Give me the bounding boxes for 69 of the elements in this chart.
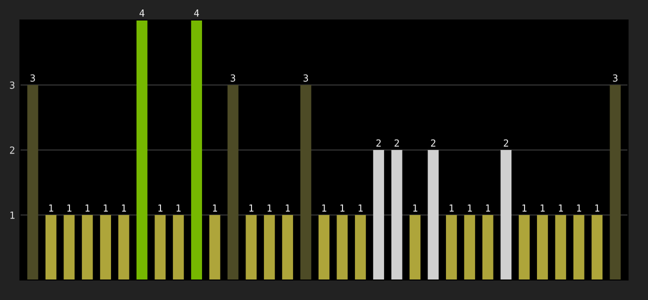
data-label: 1 bbox=[540, 204, 545, 212]
data-label: 1 bbox=[322, 204, 326, 212]
bar bbox=[27, 85, 38, 280]
data-label: 1 bbox=[413, 204, 418, 212]
data-label: 2 bbox=[394, 139, 399, 147]
y-tick-label: 1 bbox=[10, 212, 14, 219]
bar bbox=[246, 215, 257, 280]
data-label: 1 bbox=[468, 204, 472, 212]
data-label: 1 bbox=[577, 204, 582, 212]
data-label: 1 bbox=[595, 204, 600, 212]
y-tick-label: 2 bbox=[10, 146, 14, 154]
data-label: 1 bbox=[558, 204, 563, 212]
data-label: 1 bbox=[49, 204, 54, 212]
data-label: 1 bbox=[176, 204, 181, 212]
bar bbox=[318, 215, 330, 280]
data-label: 1 bbox=[268, 204, 272, 212]
bar bbox=[536, 215, 548, 280]
bar bbox=[482, 215, 494, 280]
data-label: 1 bbox=[358, 204, 363, 212]
data-label: 4 bbox=[194, 10, 200, 17]
bar bbox=[228, 85, 238, 280]
bar bbox=[45, 215, 56, 280]
bar bbox=[573, 215, 584, 280]
bar bbox=[428, 150, 439, 280]
bar bbox=[500, 150, 512, 280]
data-label: 1 bbox=[249, 204, 254, 212]
bar bbox=[373, 150, 384, 280]
data-label: 4 bbox=[140, 10, 144, 17]
bar bbox=[518, 215, 530, 280]
bar bbox=[592, 215, 603, 280]
bar bbox=[136, 20, 148, 280]
data-label: 1 bbox=[67, 204, 72, 212]
data-label: 2 bbox=[431, 139, 436, 147]
data-label: 3 bbox=[230, 74, 236, 82]
bar bbox=[300, 85, 312, 280]
bar bbox=[209, 215, 220, 280]
data-label: 3 bbox=[612, 74, 618, 82]
data-label: 1 bbox=[450, 204, 454, 212]
data-label: 1 bbox=[213, 204, 218, 212]
data-label: 1 bbox=[486, 204, 490, 212]
data-label: 2 bbox=[376, 139, 381, 147]
bar bbox=[191, 20, 202, 280]
bar bbox=[264, 215, 275, 280]
bar bbox=[610, 85, 621, 280]
data-label: 1 bbox=[86, 204, 90, 212]
bar bbox=[172, 215, 184, 280]
bar bbox=[555, 215, 566, 280]
y-tick-label: 3 bbox=[10, 82, 14, 89]
bar bbox=[118, 215, 130, 280]
bar bbox=[354, 215, 366, 280]
bar bbox=[154, 215, 166, 280]
data-label: 1 bbox=[340, 204, 344, 212]
data-label: 1 bbox=[158, 204, 162, 212]
data-label: 1 bbox=[522, 204, 527, 212]
bar bbox=[336, 215, 348, 280]
data-label: 1 bbox=[122, 204, 126, 212]
bar bbox=[464, 215, 476, 280]
bar bbox=[391, 150, 402, 280]
bar bbox=[410, 215, 420, 280]
data-label: 2 bbox=[504, 139, 508, 147]
data-label: 1 bbox=[286, 204, 290, 212]
data-label: 3 bbox=[30, 74, 35, 82]
data-label: 1 bbox=[104, 204, 108, 212]
bar bbox=[446, 215, 457, 280]
bar bbox=[100, 215, 112, 280]
bar bbox=[82, 215, 93, 280]
bar bbox=[282, 215, 294, 280]
data-label: 3 bbox=[304, 74, 308, 82]
bar bbox=[64, 215, 75, 280]
